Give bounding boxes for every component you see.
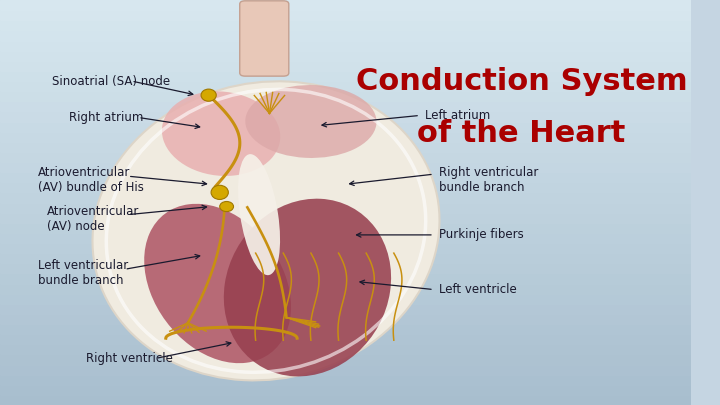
Ellipse shape [201,89,216,101]
Bar [0,334,691,344]
Text: Right ventricular
bundle branch: Right ventricular bundle branch [438,166,538,194]
Text: Right ventricle: Right ventricle [86,352,174,365]
Bar [0,71,691,81]
Bar [0,101,691,111]
Bar [0,385,691,395]
Bar [0,30,691,40]
Bar [0,324,691,334]
Bar [0,61,691,71]
Text: Atrioventricular
(AV) node: Atrioventricular (AV) node [47,205,140,233]
Bar [0,294,691,304]
Bar [0,10,691,20]
Bar [0,111,691,122]
Bar [0,233,691,243]
Ellipse shape [162,92,280,176]
Text: Left atrium: Left atrium [425,109,490,122]
Bar [0,122,691,132]
Bar [0,51,691,61]
Bar [0,263,691,273]
Bar [0,152,691,162]
Bar [0,162,691,172]
Text: Sinoatrial (SA) node: Sinoatrial (SA) node [52,75,170,87]
Bar [0,182,691,192]
Ellipse shape [224,199,391,376]
Text: Left ventricular
bundle branch: Left ventricular bundle branch [38,259,128,288]
Text: of the Heart: of the Heart [418,119,626,148]
Ellipse shape [246,85,377,158]
Bar [0,273,691,283]
Bar [0,375,691,385]
Bar [0,314,691,324]
FancyBboxPatch shape [240,1,289,76]
Bar [0,304,691,314]
Bar [0,172,691,182]
Bar [0,20,691,30]
Bar [0,202,691,213]
Bar [0,40,691,51]
Bar [0,213,691,223]
Bar [0,243,691,253]
Bar [0,81,691,91]
Bar [0,223,691,233]
Bar [0,284,691,294]
Bar [0,344,691,354]
Ellipse shape [238,154,280,275]
Text: Purkinje fibers: Purkinje fibers [438,228,523,241]
Bar [0,132,691,142]
Bar [0,354,691,364]
Bar [0,192,691,202]
Bar [0,142,691,152]
Bar [0,395,691,405]
Bar [0,364,691,375]
Ellipse shape [144,204,291,363]
Bar [0,0,691,10]
Ellipse shape [92,81,439,380]
Text: Atrioventricular
(AV) bundle of His: Atrioventricular (AV) bundle of His [38,166,144,194]
Bar [0,91,691,101]
Text: Left ventricle: Left ventricle [438,283,516,296]
Text: Right atrium: Right atrium [69,111,143,124]
Ellipse shape [211,185,228,200]
Ellipse shape [220,202,233,211]
Text: Conduction System: Conduction System [356,66,688,96]
Bar [0,253,691,263]
